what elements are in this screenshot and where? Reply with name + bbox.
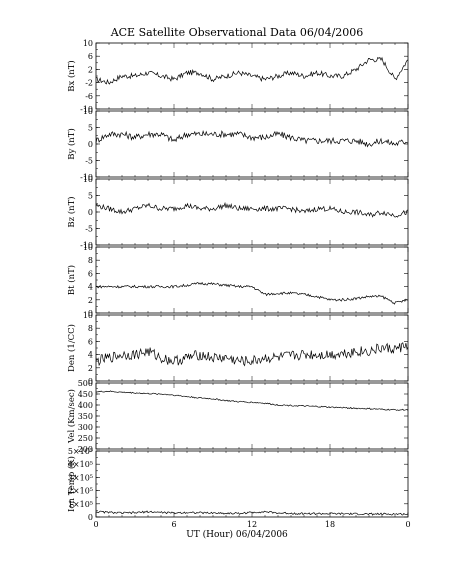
y-tick-label: 0 — [88, 140, 93, 149]
y-tick-label: -5 — [85, 225, 93, 234]
y-tick-label: 10 — [83, 39, 93, 48]
y-tick-label: 2 — [88, 364, 93, 373]
y-tick-label: 5 — [88, 124, 93, 133]
y-tick-label: 300 — [78, 423, 93, 432]
y-axis-label: Ion Temp (K) — [66, 456, 77, 512]
y-tick-label: 0 — [88, 513, 93, 522]
x-tick-label: 0 — [405, 520, 410, 529]
y-tick-label: 10 — [83, 107, 93, 116]
y-tick-label: -10 — [80, 173, 93, 182]
y-tick-label: -10 — [80, 241, 93, 250]
x-tick-label: 6 — [171, 520, 176, 529]
series-line — [95, 281, 409, 305]
series-line — [95, 510, 409, 516]
y-tick-label: 0 — [88, 208, 93, 217]
y-tick-label: 0 — [88, 377, 93, 386]
y-tick-label: 0 — [88, 309, 93, 318]
y-tick-label: 10 — [83, 243, 93, 252]
y-tick-label: 2 — [88, 65, 93, 74]
y-tick-label: 500 — [78, 379, 93, 388]
panels: 10 6 2 -2 -6 -10 Bx (nT) 10 5 0 -5 -10 By (nT) 10 5 0 -5… — [66, 39, 411, 529]
x-tick-label: 18 — [325, 520, 335, 529]
y-tick-label: 2 — [88, 296, 93, 305]
y-tick-label: 10 — [83, 175, 93, 184]
y-tick-label: -5 — [85, 157, 93, 166]
y-tick-label: 1×10⁵ — [68, 500, 93, 509]
series-line — [95, 390, 409, 411]
y-tick-label: 10 — [83, 311, 93, 320]
y-axis-label: Bx (nT) — [66, 60, 77, 92]
y-tick-label: 450 — [78, 390, 93, 399]
y-tick-label: 350 — [78, 412, 93, 421]
y-tick-label: -2 — [85, 79, 93, 88]
y-tick-label: 5×10⁵ — [68, 447, 93, 456]
x-tick-label: 0 — [93, 520, 98, 529]
y-axis-label: Bt (nT) — [66, 265, 77, 295]
panel-frame — [95, 450, 409, 518]
y-tick-label: 4×10⁵ — [68, 460, 93, 469]
series-line — [95, 129, 409, 148]
y-tick-label: 200 — [78, 445, 93, 454]
y-axis-label: Den (1/CC) — [66, 324, 77, 372]
y-tick-label: 5 — [88, 192, 93, 201]
y-tick-label: 400 — [78, 401, 93, 410]
x-tick-label: 12 — [247, 520, 257, 529]
y-tick-label: -10 — [80, 105, 93, 114]
y-tick-label: 8 — [88, 324, 93, 333]
y-tick-label: 2×10⁵ — [68, 487, 93, 496]
y-tick-label: 4 — [88, 351, 93, 360]
series-line — [95, 342, 409, 367]
series-line — [95, 201, 409, 218]
y-axis-label: By (nT) — [66, 128, 77, 160]
y-tick-label: 6 — [88, 337, 93, 346]
y-axis-label: Vel (Km/sec) — [66, 389, 77, 444]
y-tick-label: 6 — [88, 269, 93, 278]
y-tick-label: 3×10⁵ — [68, 473, 93, 482]
panel-frame — [95, 382, 409, 450]
y-axis-label: Bz (nT) — [66, 196, 77, 227]
y-tick-label: 4 — [88, 283, 93, 292]
x-axis-label: UT (Hour) 06/04/2006 — [186, 529, 288, 540]
series-line — [95, 56, 409, 85]
panel-frame — [95, 246, 409, 314]
y-tick-label: -6 — [85, 92, 93, 101]
y-tick-label: 6 — [88, 52, 93, 61]
y-tick-label: 8 — [88, 256, 93, 265]
y-tick-label: 250 — [78, 434, 93, 443]
chart-title: ACE Satellite Observational Data 06/04/2… — [110, 26, 364, 39]
